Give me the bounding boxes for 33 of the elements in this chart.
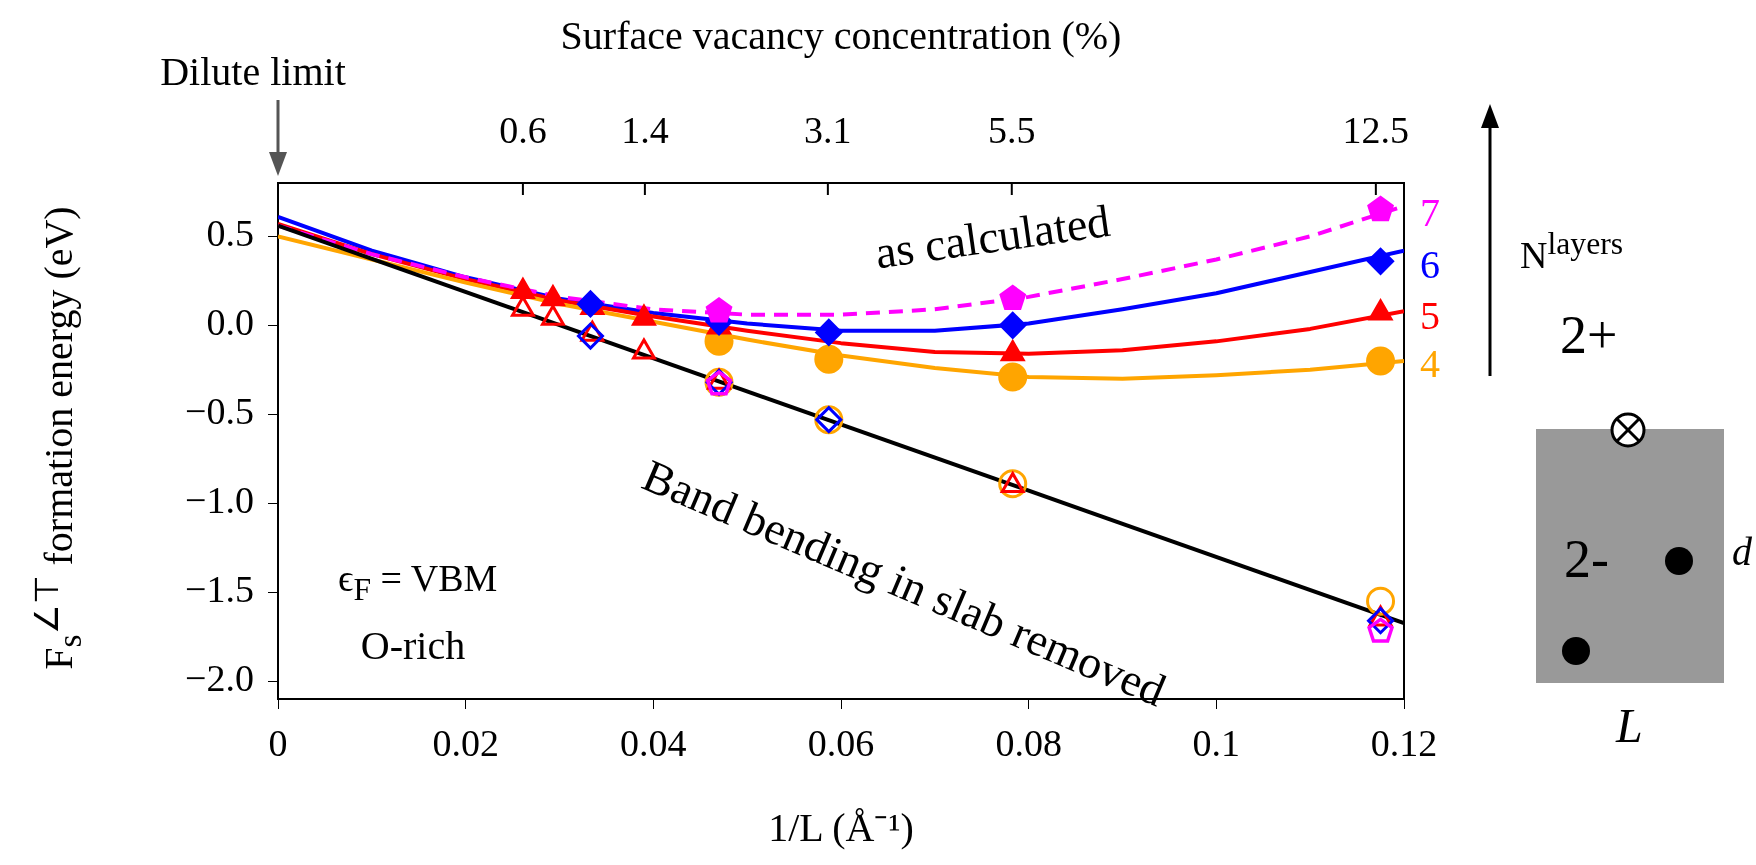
text: 1.4	[621, 108, 669, 151]
series-label: 4	[1420, 341, 1440, 387]
x-axis-title: 1/L (Å⁻¹)	[768, 804, 914, 850]
annotation: as calculated	[872, 194, 1114, 279]
x-tick-label: 0.06	[807, 721, 875, 764]
x-tick-label: 0	[268, 721, 288, 764]
text: 2+	[1560, 304, 1618, 366]
annotation: O-rich	[360, 622, 466, 668]
series-label: 6	[1420, 241, 1440, 287]
x-tick-label: 0.1	[1192, 721, 1241, 764]
text: 0.6	[499, 108, 547, 151]
y-tick-label: −2.0	[185, 657, 254, 700]
text: d	[1732, 528, 1752, 575]
text: 2-	[1564, 528, 1609, 590]
annotation: ϵ$_{F}$ = VBM	[338, 556, 498, 608]
text: 12.5	[1342, 108, 1410, 151]
y-tick-label: −0.5	[185, 390, 254, 433]
text: L	[1616, 698, 1643, 753]
x-tick-label: 0.08	[995, 721, 1062, 764]
series-label: 5	[1420, 293, 1440, 339]
text: Dilute limit	[160, 48, 346, 94]
y-tick-label: 0.5	[206, 212, 254, 255]
y-tick-label: −1.5	[185, 568, 254, 611]
x-tick-label: 0.04	[620, 721, 687, 764]
x2-axis-title: Surface vacancy concentration (%)	[560, 12, 1122, 58]
y-tick-label: −1.0	[185, 479, 254, 522]
text: 3.1	[804, 108, 852, 151]
y-tick-label: 0.0	[206, 301, 254, 344]
series-label: 7	[1420, 190, 1440, 236]
x-tick-label: 0.02	[432, 721, 499, 764]
text: 5.5	[988, 108, 1036, 151]
text: N$^{layers}$	[1520, 226, 1624, 277]
x-tick-label: 0.12	[1370, 721, 1438, 764]
